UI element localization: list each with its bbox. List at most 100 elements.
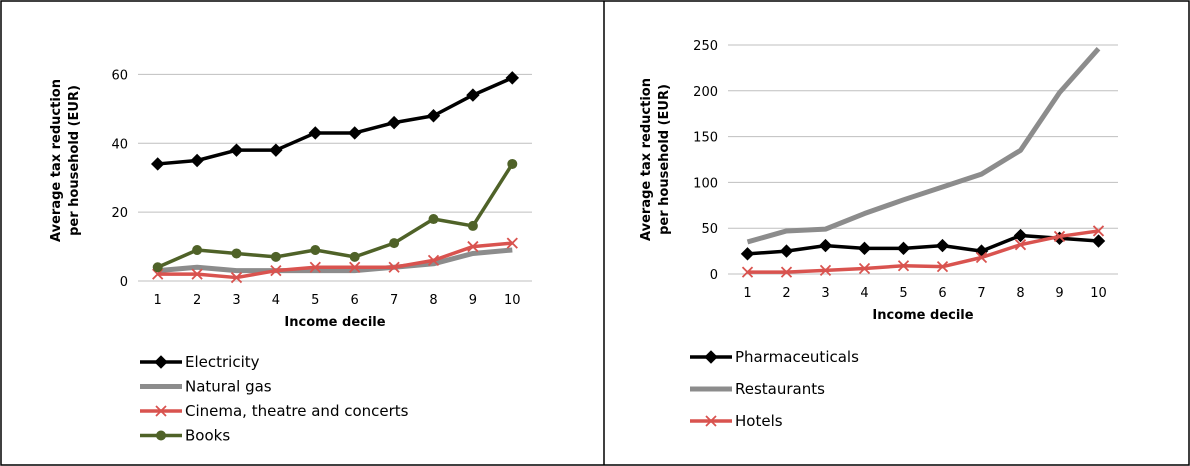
left-xtick-label: 4 xyxy=(272,293,280,308)
right-series-line-1 xyxy=(746,47,1101,245)
right-legend-marker xyxy=(705,415,717,427)
left-series-3-point xyxy=(467,220,478,231)
left-series-3-point xyxy=(152,262,163,273)
right-x-axis-title: Income decile xyxy=(872,308,973,323)
right-xtick-label: 8 xyxy=(1016,286,1024,301)
left-ytick-label: 0 xyxy=(120,275,128,290)
right-ytick-label: 100 xyxy=(693,176,718,191)
right-series-0-point xyxy=(1013,228,1028,243)
left-series-2-point xyxy=(427,254,440,266)
right-legend-label: Pharmaceuticals xyxy=(735,348,859,366)
left-y-axis-title-line: Average tax reduction xyxy=(49,79,64,242)
left-legend-marker xyxy=(155,405,167,417)
left-series-3-point xyxy=(349,251,360,262)
left-legend-label: Electricity xyxy=(185,353,260,371)
right-xtick-label: 5 xyxy=(899,286,907,301)
right-ytick-label: 150 xyxy=(693,131,718,146)
right-series-0-point xyxy=(857,241,872,256)
right-xtick-label: 9 xyxy=(1055,286,1063,301)
left-legend-label: Natural gas xyxy=(185,378,272,396)
chart-right: 0 50 100 150 200 250 1 2 3 4 5 6 7 8 9 10 Income decile A… xyxy=(639,39,1118,430)
left-series-3-point xyxy=(192,245,203,256)
left-series-3-point xyxy=(270,251,281,262)
left-series-3-point xyxy=(428,214,439,225)
right-series-line-2 xyxy=(747,229,1099,274)
right-ytick-label: 200 xyxy=(693,85,718,100)
left-series-3-point xyxy=(231,248,242,259)
right-series-0-point xyxy=(935,238,950,253)
left-series-line-3 xyxy=(156,163,514,269)
left-series-2-point xyxy=(191,268,203,280)
left-x-axis-title: Income decile xyxy=(284,315,385,330)
right-legend-marker xyxy=(704,350,718,364)
right-legend-item: Pharmaceuticals xyxy=(690,348,859,366)
right-legend-item: Restaurants xyxy=(690,380,825,398)
left-legend-item: Books xyxy=(140,427,230,445)
right-series-2-point xyxy=(819,264,832,276)
right-xtick-label: 6 xyxy=(938,286,946,301)
right-legend-label: Hotels xyxy=(735,412,783,430)
left-series-0-point xyxy=(269,143,283,157)
left-legend-item: Electricity xyxy=(140,353,260,371)
right-series-2-point xyxy=(936,261,949,273)
left-series-0-point xyxy=(347,126,362,140)
chart-left: 0 20 40 60 1 2 3 4 5 6 7 8 9 10 Income decile Average t… xyxy=(49,68,532,445)
left-series-3-point xyxy=(389,238,400,249)
left-ytick-label: 20 xyxy=(111,206,128,221)
left-series-2-point xyxy=(230,271,243,284)
right-series-2-point xyxy=(858,262,871,275)
right-ytick-label: 0 xyxy=(710,268,718,283)
left-legend-item: Natural gas xyxy=(140,378,272,396)
left-xtick-label: 9 xyxy=(469,293,477,308)
right-legend-label: Restaurants xyxy=(735,380,825,398)
left-legend-label: Cinema, theatre and concerts xyxy=(185,402,409,420)
left-y-axis-title-line: per household (EUR) xyxy=(67,85,82,236)
right-series-0-point xyxy=(1091,234,1106,248)
left-series-2-point xyxy=(349,261,361,273)
left-xtick-label: 7 xyxy=(390,293,398,308)
right-series-0-point xyxy=(896,241,911,256)
left-series-2-point xyxy=(388,261,400,273)
right-xtick-label: 7 xyxy=(977,286,985,301)
left-series-3-point xyxy=(507,158,518,169)
left-legend-item: Cinema, theatre and concerts xyxy=(140,402,409,420)
right-series-2-point xyxy=(780,266,793,278)
right-series-0-point xyxy=(779,244,794,258)
left-xtick-label: 8 xyxy=(429,293,437,308)
left-legend-label: Books xyxy=(185,427,230,445)
left-series-0-point xyxy=(308,126,323,140)
left-series-2-point xyxy=(270,265,282,277)
right-series-0-point xyxy=(740,247,755,261)
left-series-line-0 xyxy=(157,76,514,166)
left-ytick-label: 40 xyxy=(111,137,128,152)
left-xtick-label: 3 xyxy=(232,293,240,308)
right-xtick-label: 3 xyxy=(821,286,829,301)
left-series-line-1 xyxy=(157,247,513,274)
left-legend-marker xyxy=(154,355,168,369)
right-xtick-label: 2 xyxy=(782,286,790,301)
right-xtick-label: 1 xyxy=(743,286,751,301)
right-y-axis-title-line: per household (EUR) xyxy=(657,84,672,235)
left-series-0-point xyxy=(190,153,204,168)
left-xtick-label: 2 xyxy=(193,293,201,308)
right-series-2-point xyxy=(897,260,910,272)
left-series-0-point xyxy=(505,71,520,85)
left-legend-marker xyxy=(156,430,166,441)
left-series-0-point xyxy=(426,109,441,123)
left-series-0-point xyxy=(150,157,165,171)
right-series-0-point xyxy=(818,238,833,253)
right-series-2-point xyxy=(1053,230,1066,243)
left-ytick-label: 60 xyxy=(111,68,128,83)
left-xtick-label: 6 xyxy=(351,293,359,308)
right-ytick-label: 250 xyxy=(693,39,718,54)
left-xtick-label: 10 xyxy=(504,293,521,308)
right-ytick-label: 50 xyxy=(701,222,718,237)
left-series-line-2 xyxy=(157,241,513,280)
left-series-2-point xyxy=(467,240,479,253)
left-series-2-point xyxy=(506,237,518,249)
right-series-2-point xyxy=(741,266,754,278)
left-series-0-point xyxy=(229,143,244,157)
right-legend-item: Hotels xyxy=(690,412,783,430)
left-y-axis-title: Average tax reduction per household (EUR) xyxy=(49,79,82,242)
